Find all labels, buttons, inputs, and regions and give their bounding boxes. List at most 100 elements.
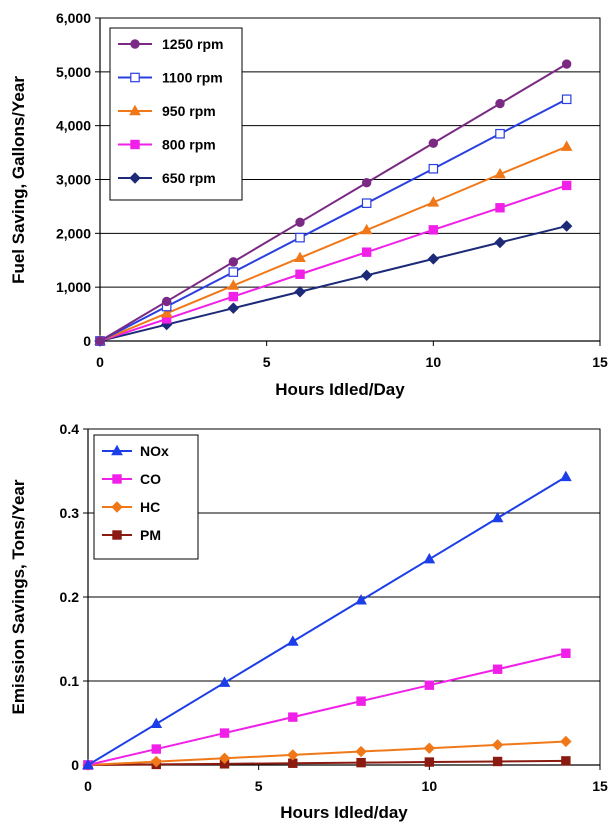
series-line — [99, 145, 568, 342]
x-tick-label: 10 — [422, 778, 438, 794]
data-point — [561, 180, 572, 191]
y-tick-label: 3,000 — [56, 172, 91, 188]
legend-marker — [130, 39, 140, 49]
series-line — [87, 759, 566, 766]
data-point — [427, 253, 440, 265]
data-point — [561, 756, 571, 766]
chart-1: 0 1,000 2,000 3,000 4,000 5,000 6,000 0 5 10 15 Hou… — [9, 10, 608, 399]
data-point — [295, 269, 305, 279]
legend-label: PM — [140, 527, 161, 543]
data-point — [95, 336, 105, 346]
data-point — [227, 279, 240, 290]
data-point — [82, 758, 94, 770]
legend-label: 800 rpm — [162, 137, 216, 153]
data-point — [294, 286, 306, 298]
data-point — [495, 98, 505, 109]
data-point — [492, 756, 503, 767]
series-line — [99, 225, 567, 342]
data-point — [218, 676, 231, 687]
series-0 — [82, 470, 572, 770]
y-axis-title: Emission Savings, Tons/Year — [9, 479, 28, 714]
legend-label: 650 rpm — [162, 170, 216, 186]
data-point — [423, 742, 436, 754]
x-tick-label: 0 — [96, 354, 104, 370]
data-point — [218, 752, 231, 764]
data-point — [150, 755, 162, 768]
data-point — [151, 744, 161, 754]
data-point — [494, 167, 506, 179]
data-point — [561, 94, 572, 105]
data-point — [228, 267, 239, 277]
y-tick-label: 0.1 — [60, 673, 80, 689]
series-line — [87, 476, 567, 766]
chart-2: 0 0.1 0.2 0.3 0.4 0 5 10 15 Hours Idled/day Emissi… — [9, 421, 608, 822]
legend-marker — [130, 139, 140, 150]
legend-label: HC — [140, 499, 160, 515]
data-point — [428, 138, 439, 148]
data-point — [227, 302, 240, 314]
legend-marker — [112, 530, 122, 540]
data-point — [427, 196, 440, 207]
x-tick-label: 10 — [426, 354, 442, 370]
data-point — [561, 59, 572, 69]
legend-marker — [130, 72, 140, 83]
x-tick-label: 5 — [255, 778, 263, 794]
series-2 — [94, 140, 573, 346]
x-tick-label: 5 — [263, 354, 271, 370]
data-point — [495, 128, 505, 139]
data-point — [295, 232, 305, 243]
data-point — [424, 680, 435, 690]
data-point — [561, 648, 571, 658]
series-line — [99, 98, 568, 342]
x-axis-title: Hours Idled/Day — [275, 380, 405, 399]
data-point — [355, 594, 367, 605]
series-0 — [95, 59, 572, 346]
data-point — [494, 236, 506, 249]
data-point — [491, 511, 504, 523]
y-tick-label: 0.4 — [60, 421, 80, 437]
series-line — [87, 740, 566, 766]
data-point — [492, 664, 503, 674]
x-axis-title: Hours Idled/day — [280, 803, 408, 822]
legend-marker — [129, 172, 141, 184]
y-tick-label: 0.3 — [60, 505, 80, 521]
data-point — [161, 296, 172, 307]
y-tick-label: 0 — [71, 757, 79, 773]
y-tick-label: 5,000 — [56, 64, 91, 80]
data-point — [356, 696, 366, 706]
data-point — [294, 251, 306, 263]
legend-label: NOx — [140, 443, 169, 459]
data-point — [355, 745, 367, 758]
x-tick-label: 0 — [84, 778, 92, 794]
data-point — [361, 247, 372, 257]
series-line — [99, 184, 567, 342]
series-3 — [95, 180, 572, 346]
legend: 1250 rpm 1100 rpm 950 rpm 800 rpm 650 rpm — [109, 27, 243, 201]
y-tick-label: 4,000 — [56, 118, 91, 134]
data-point — [424, 757, 435, 767]
data-point — [361, 198, 372, 208]
series-1 — [83, 648, 571, 770]
legend-marker — [112, 474, 122, 484]
series-line — [87, 652, 567, 766]
legend-label: 1250 rpm — [162, 36, 223, 52]
data-point — [361, 178, 372, 188]
data-point — [356, 757, 366, 768]
data-point — [428, 163, 439, 174]
data-point — [287, 749, 299, 761]
y-tick-label: 2,000 — [56, 225, 91, 241]
data-point — [228, 257, 239, 267]
data-point — [288, 712, 298, 722]
legend-marker — [111, 501, 123, 513]
x-tick-label: 15 — [592, 778, 608, 794]
data-point — [150, 717, 163, 729]
data-point — [428, 225, 439, 235]
data-point — [423, 552, 436, 564]
legend-label: 950 rpm — [162, 103, 216, 119]
data-point — [560, 735, 572, 748]
legend-marker — [129, 104, 141, 116]
data-point — [560, 140, 573, 151]
data-point — [219, 728, 230, 738]
legend-marker — [111, 444, 123, 456]
